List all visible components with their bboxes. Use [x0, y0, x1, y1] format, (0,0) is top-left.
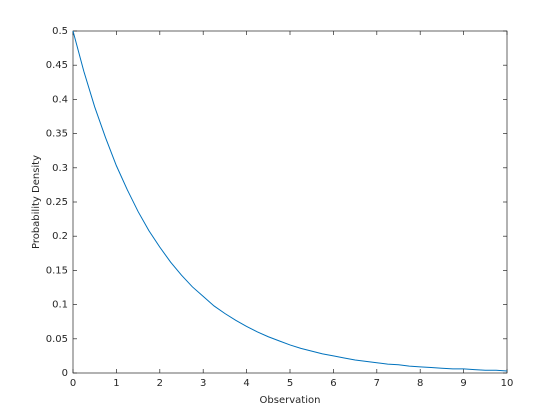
x-tick-label: 3 [200, 378, 206, 389]
x-tick-label: 8 [417, 378, 423, 389]
y-axis-label: Probability Density [31, 155, 42, 249]
x-tick-label: 2 [157, 378, 163, 389]
x-tick-label: 9 [460, 378, 466, 389]
y-tick-label: 0.25 [46, 197, 68, 208]
y-tick-label: 0.3 [52, 163, 68, 174]
y-tick-label: 0.45 [46, 60, 68, 71]
y-tick-label: 0 [62, 368, 68, 379]
x-tick-label: 6 [330, 378, 336, 389]
y-tick-label: 0.5 [52, 26, 68, 37]
line [72, 30, 508, 372]
x-tick-label: 4 [243, 378, 249, 389]
x-tick-label: 5 [287, 378, 293, 389]
x-tick-label: 0 [70, 378, 76, 389]
y-tick-label: 0.2 [52, 231, 68, 242]
x-axis-label: Observation [260, 395, 321, 406]
y-tick-label: 0.1 [52, 300, 68, 311]
x-tick-label: 7 [374, 378, 380, 389]
y-tick-label: 0.35 [46, 129, 68, 140]
x-tick-label: 1 [113, 378, 119, 389]
y-tick-label: 0.15 [46, 265, 68, 276]
x-tick-label: 10 [501, 378, 514, 389]
y-tick-label: 0.05 [46, 334, 68, 345]
axes-box [72, 30, 508, 374]
y-tick-label: 0.4 [52, 94, 68, 105]
